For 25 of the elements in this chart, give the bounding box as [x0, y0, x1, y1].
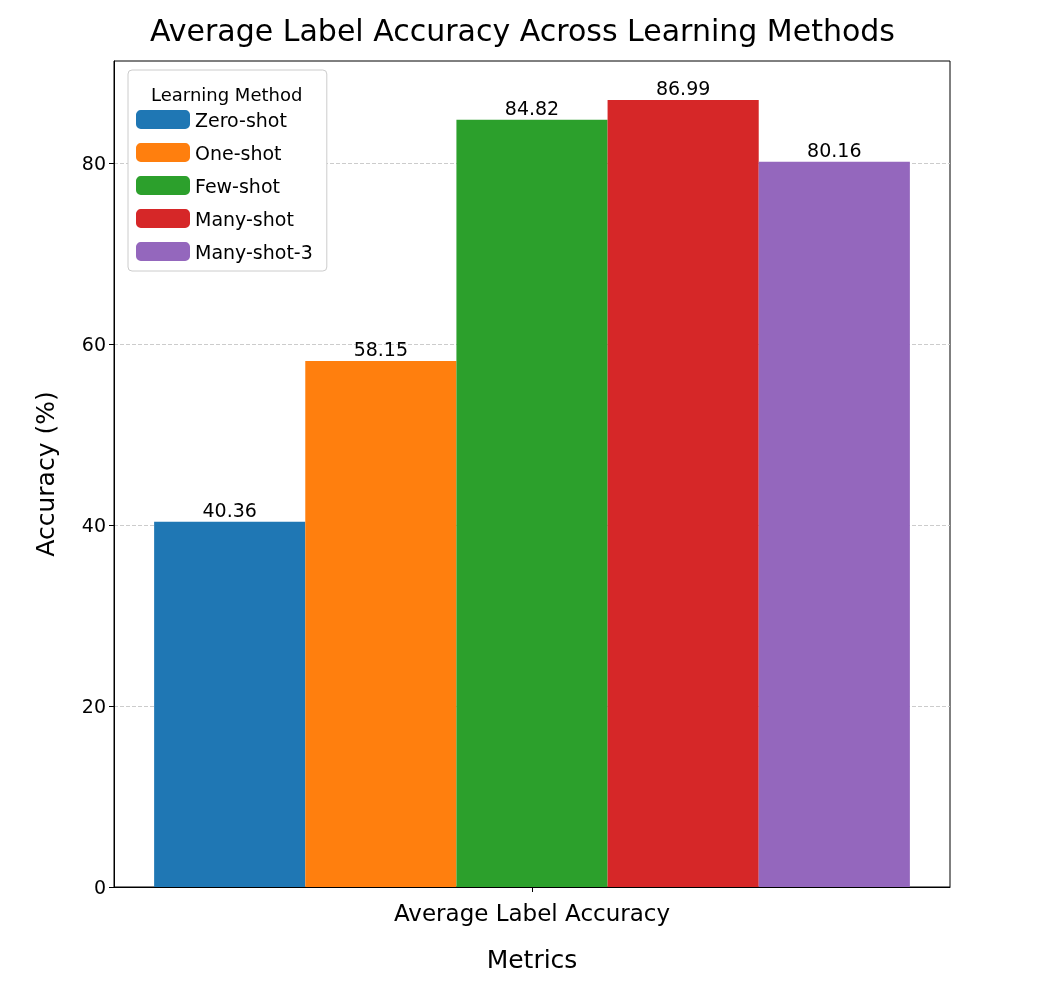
y-tick-label: 0 — [93, 876, 106, 898]
bar — [607, 99, 759, 887]
legend-title: Learning Method — [151, 83, 303, 105]
legend-label: Zero-shot — [195, 108, 287, 131]
data-label: 86.99 — [655, 77, 711, 100]
legend-label: One-shot — [195, 141, 282, 164]
data-label: 80.16 — [807, 139, 862, 162]
x-axis-title: Metrics — [486, 945, 578, 974]
bar — [154, 521, 306, 887]
y-axis-title: Accuracy (%) — [31, 391, 60, 557]
data-label: 58.15 — [353, 338, 409, 361]
y-tick-label: 60 — [81, 333, 106, 356]
legend-label: Many-shot — [195, 207, 294, 230]
x-tick-label: Average Label Accuracy — [393, 899, 671, 926]
bar — [305, 360, 457, 887]
legend-label: Few-shot — [195, 174, 280, 197]
data-label: 84.82 — [504, 97, 560, 120]
y-tick-label: 40 — [81, 514, 106, 537]
chart-title: Average Label Accuracy Across Learning Methods — [150, 12, 895, 48]
bar — [758, 161, 910, 887]
bar — [456, 119, 608, 887]
y-tick-label: 20 — [81, 695, 106, 718]
y-tick-label: 80 — [81, 152, 106, 175]
legend-label: Many-shot-3 — [195, 240, 313, 263]
data-label: 40.36 — [202, 499, 257, 522]
